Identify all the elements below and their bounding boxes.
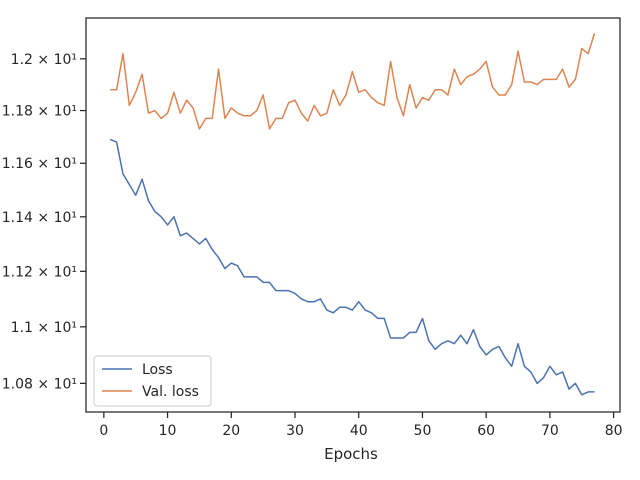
- x-tick-label: 60: [477, 423, 495, 439]
- series-line-val-loss: [110, 33, 596, 130]
- legend-label-loss: Loss: [142, 362, 173, 378]
- y-tick-label: 1.14 × 10¹: [2, 210, 77, 226]
- x-axis-label: Epochs: [324, 445, 378, 463]
- y-tick-label: 1.16 × 10¹: [2, 156, 77, 172]
- series-layer: [109, 33, 596, 396]
- legend-label-val-loss: Val. loss: [142, 384, 199, 400]
- y-tick-label: 1.2 × 10¹: [11, 52, 77, 68]
- x-axis-ticks: 0 10 20 30 40 50 60 70 80: [99, 412, 623, 439]
- y-tick-label: 1.18 × 10¹: [2, 104, 77, 120]
- x-tick-label: 40: [350, 423, 368, 439]
- y-tick-label: 1.12 × 10¹: [2, 264, 77, 280]
- x-tick-label: 80: [605, 423, 623, 439]
- y-tick-label: 1.1 × 10¹: [11, 320, 77, 336]
- x-tick-label: 70: [541, 423, 559, 439]
- x-tick-label: 50: [414, 423, 432, 439]
- x-tick-label: 0: [99, 423, 108, 439]
- series-line-loss: [109, 138, 595, 396]
- x-tick-label: 20: [222, 423, 240, 439]
- plot-frame: [85, 17, 621, 413]
- legend: Loss Val. loss: [93, 355, 212, 407]
- x-tick-label: 30: [286, 423, 304, 439]
- y-tick-label: 1.08 × 10¹: [2, 376, 77, 392]
- x-tick-label: 10: [159, 423, 177, 439]
- y-axis-ticks: 1.08 × 10¹ 1.1 × 10¹ 1.12 × 10¹ 1.14 × 10¹ 1…: [2, 52, 86, 392]
